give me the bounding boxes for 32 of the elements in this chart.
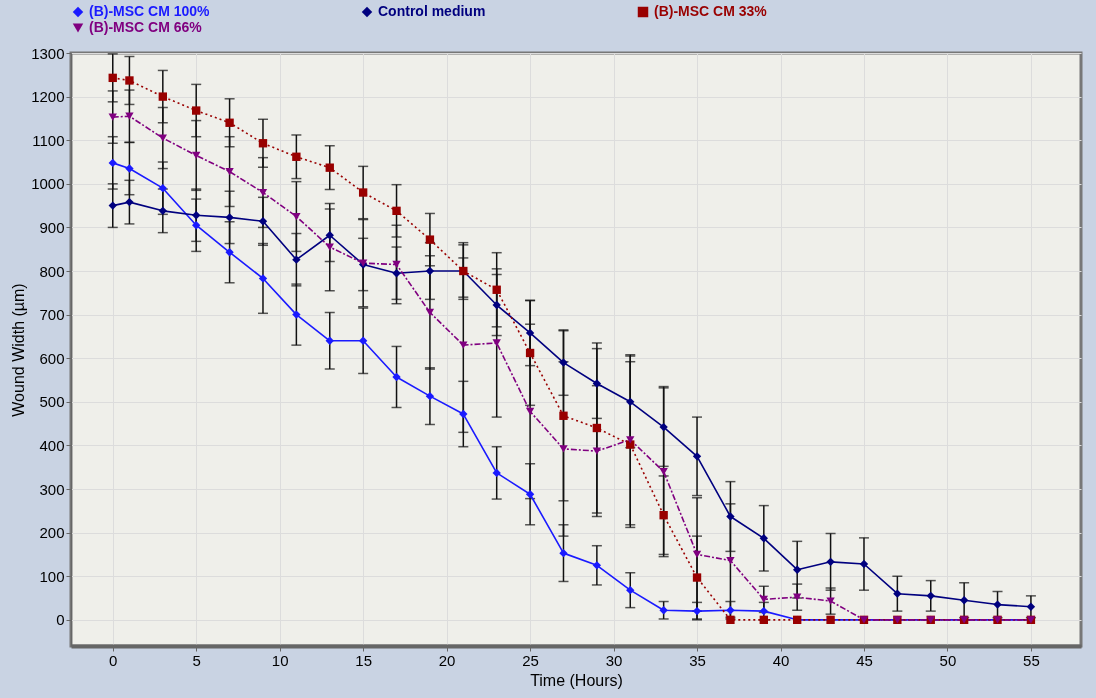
x-tick-label: 20 (438, 651, 456, 669)
legend-label: (B)-MSC CM 66% (89, 19, 203, 35)
x-tick-label: 35 (689, 651, 706, 669)
y-tick-label: 1000 (31, 175, 65, 193)
legend-label: (B)-MSC CM 100% (89, 3, 211, 19)
y-tick-label: 1100 (32, 131, 65, 149)
legend-label: Control medium (378, 3, 486, 19)
y-tick-label: 400 (39, 436, 65, 454)
x-tick-label: 50 (939, 651, 957, 669)
y-tick-label: 1300 (31, 44, 65, 62)
x-tick-label: 10 (271, 651, 289, 669)
y-tick-label: 800 (39, 262, 65, 280)
x-tick-label: 40 (772, 651, 790, 669)
x-tick-label: 30 (605, 651, 623, 669)
x-tick-label: 0 (109, 651, 118, 669)
y-tick-label: 1200 (31, 88, 65, 106)
y-tick-label: 100 (39, 567, 65, 585)
y-tick-label: 700 (39, 306, 65, 324)
y-tick-label: 900 (39, 218, 65, 236)
y-tick-label: 200 (39, 524, 65, 542)
x-tick-label: 45 (856, 651, 873, 669)
y-tick-label: 500 (39, 393, 65, 411)
x-tick-label: 55 (1023, 651, 1040, 669)
y-tick-label: 0 (56, 611, 65, 629)
y-axis-title: Wound Width (µm) (10, 283, 28, 417)
y-tick-label: 600 (39, 349, 65, 367)
x-tick-label: 5 (192, 651, 201, 669)
y-tick-label: 300 (39, 480, 65, 498)
x-axis-title: Time (Hours) (530, 671, 623, 689)
x-tick-label: 15 (355, 651, 372, 669)
x-tick-label: 25 (522, 651, 539, 669)
legend-label: (B)-MSC CM 33% (654, 3, 768, 19)
